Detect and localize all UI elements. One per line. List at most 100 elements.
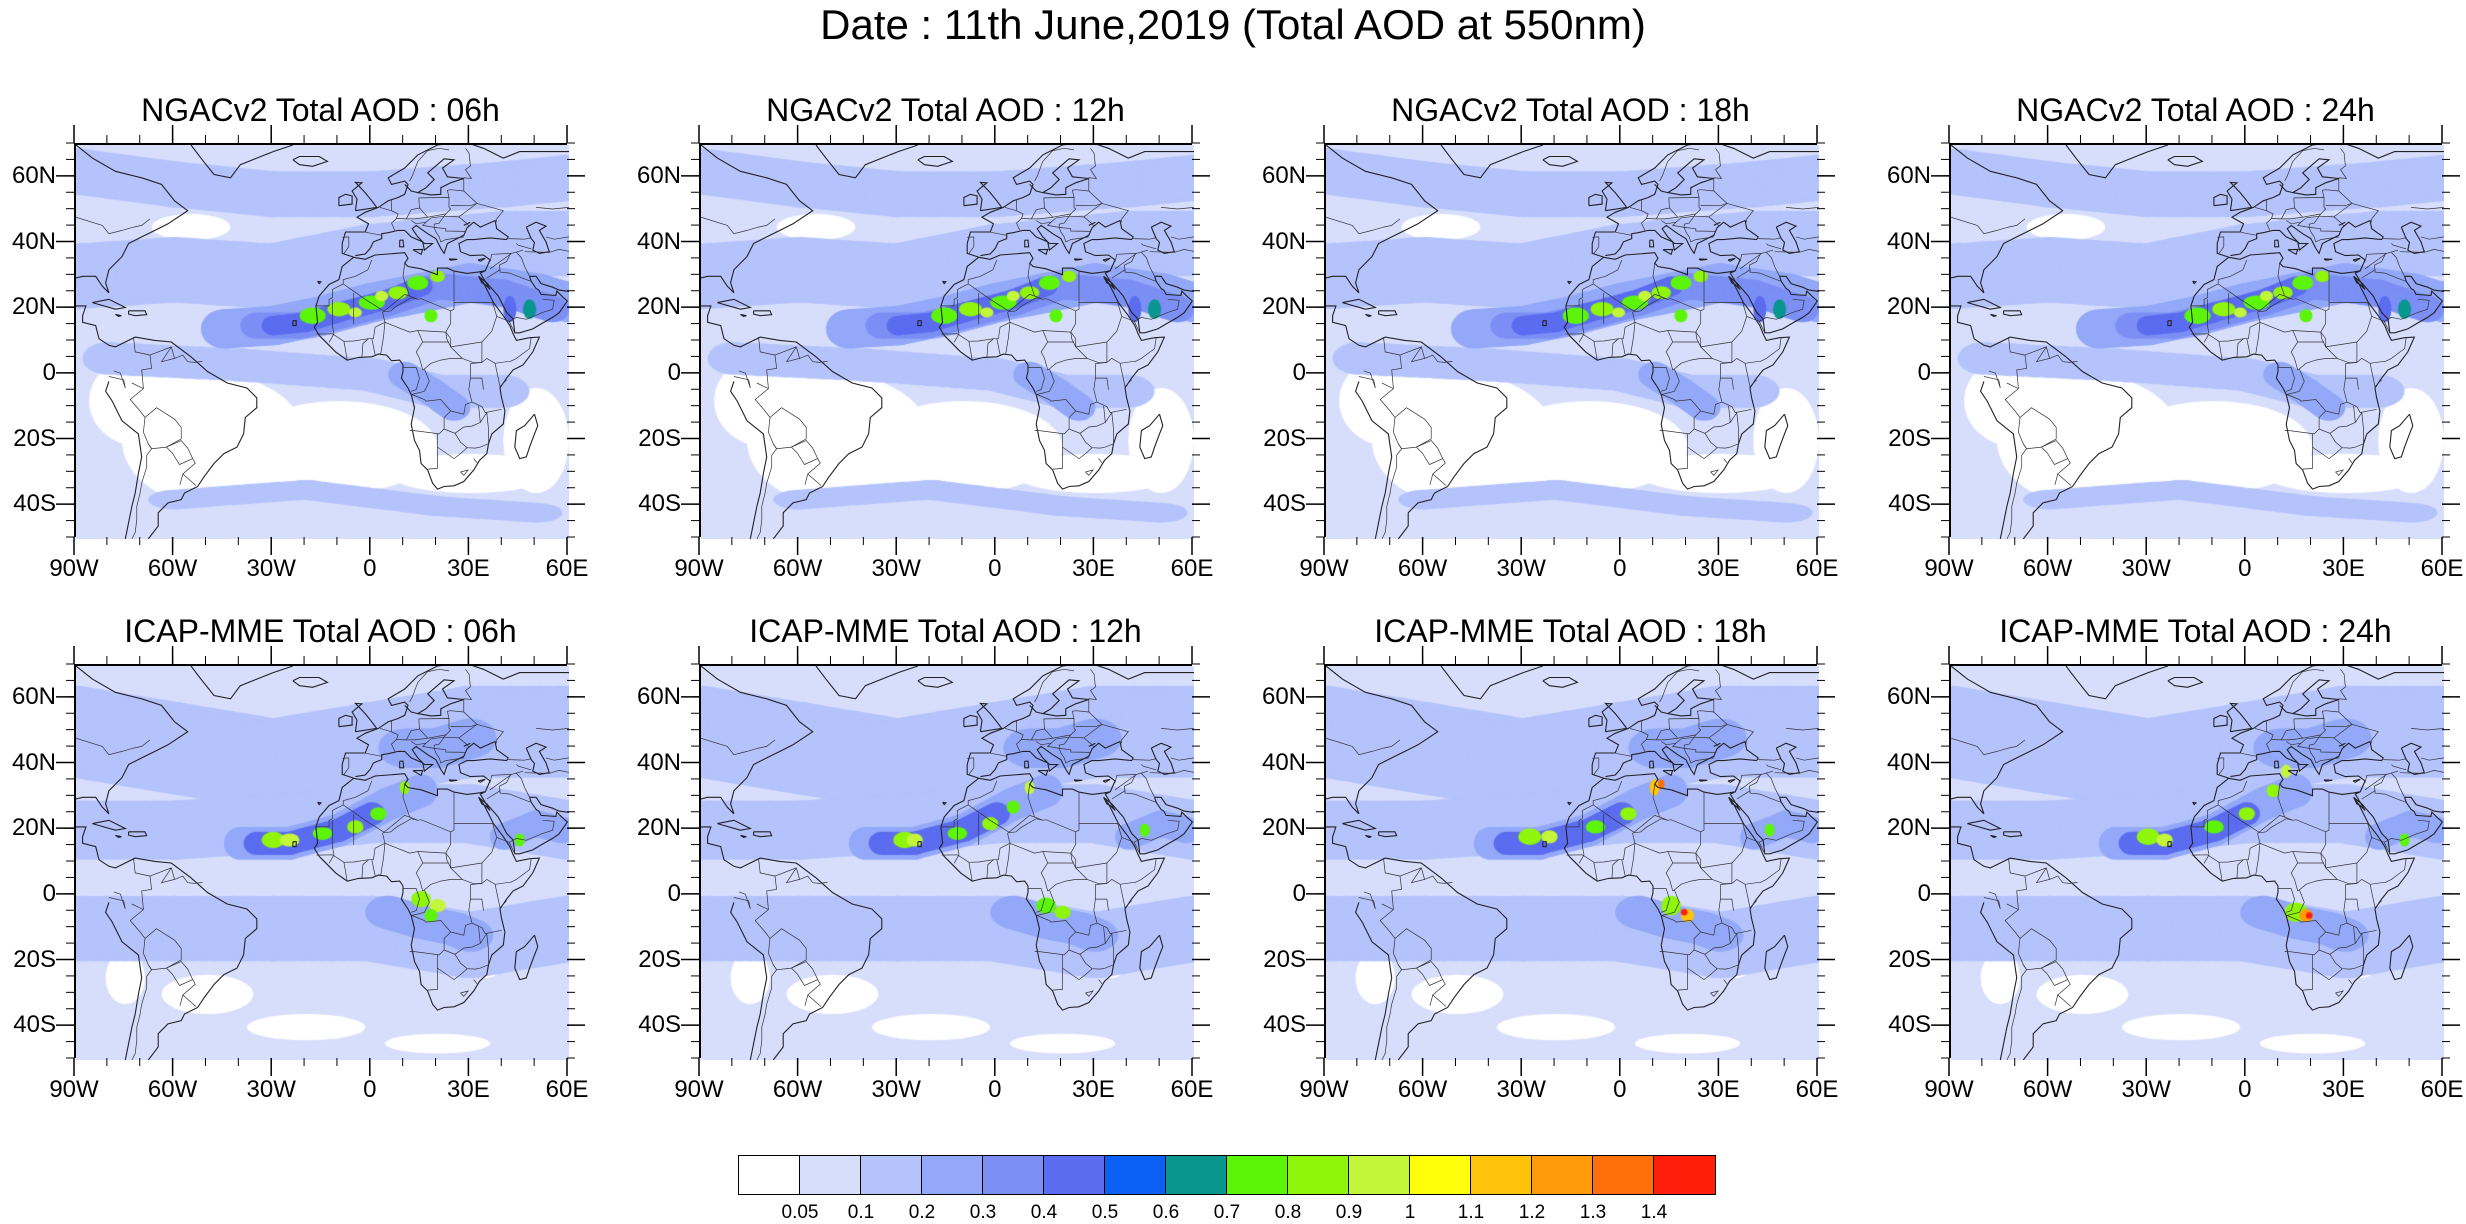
lat-tick-label: 40N <box>1887 751 1931 775</box>
lon-tick-label: 60E <box>546 1078 589 1102</box>
lon-tick-label: 0 <box>988 1078 1001 1102</box>
lon-tick-label: 30W <box>872 557 921 581</box>
lat-tick-label: 60N <box>1262 685 1306 709</box>
lat-tick-label: 0 <box>668 361 681 385</box>
lon-tick-label: 0 <box>2238 1078 2251 1102</box>
lat-tick-label: 40S <box>638 1013 681 1037</box>
lon-tick-label: 90W <box>49 1078 98 1102</box>
colorbar-label: 0.2 <box>909 1202 935 1224</box>
lat-tick-label: 60N <box>12 164 56 188</box>
lon-tick-label: 90W <box>1299 1078 1348 1102</box>
lat-tick-label: 20S <box>13 948 56 972</box>
lon-tick-label: 30W <box>247 557 296 581</box>
lon-tick-label: 30E <box>2322 1078 2365 1102</box>
axis-ticks <box>54 123 587 557</box>
lat-tick-label: 40S <box>638 492 681 516</box>
lon-tick-label: 0 <box>1613 557 1626 581</box>
lat-tick-label: 40N <box>1262 230 1306 254</box>
colorbar-swatch <box>983 1156 1044 1194</box>
lat-tick-label: 60N <box>637 164 681 188</box>
lat-tick-label: 60N <box>637 685 681 709</box>
lon-tick-label: 60W <box>773 557 822 581</box>
lat-tick-label: 0 <box>43 882 56 906</box>
lon-tick-label: 60E <box>1171 557 1214 581</box>
lat-tick-label: 20N <box>1262 295 1306 319</box>
colorbar-swatch <box>1532 1156 1593 1194</box>
colorbar-swatch <box>922 1156 983 1194</box>
colorbar-label: 0.6 <box>1153 1202 1179 1224</box>
lon-tick-label: 60W <box>773 1078 822 1102</box>
colorbar-swatch <box>1288 1156 1349 1194</box>
colorbar-swatch <box>1227 1156 1288 1194</box>
lon-tick-label: 60W <box>148 1078 197 1102</box>
lon-tick-label: 30W <box>2122 1078 2171 1102</box>
lat-tick-label: 40N <box>637 230 681 254</box>
lon-tick-label: 30W <box>872 1078 921 1102</box>
lon-tick-label: 60W <box>1398 557 1447 581</box>
lat-tick-label: 40N <box>637 751 681 775</box>
lon-tick-label: 0 <box>1613 1078 1626 1102</box>
lat-tick-label: 40S <box>13 492 56 516</box>
lat-tick-label: 40S <box>13 1013 56 1037</box>
colorbar-label: 0.3 <box>970 1202 996 1224</box>
lon-tick-label: 60E <box>1796 557 1839 581</box>
lat-tick-label: 40N <box>1887 230 1931 254</box>
colorbar-label: 1.1 <box>1458 1202 1484 1224</box>
lon-tick-label: 60E <box>2421 1078 2464 1102</box>
lon-tick-label: 0 <box>988 557 1001 581</box>
lat-tick-label: 20N <box>1262 816 1306 840</box>
colorbar <box>738 1155 1716 1195</box>
colorbar-swatch <box>1044 1156 1105 1194</box>
colorbar-label: 0.8 <box>1275 1202 1301 1224</box>
lat-tick-label: 0 <box>1293 882 1306 906</box>
lat-tick-label: 20S <box>1888 948 1931 972</box>
lon-tick-label: 30E <box>1072 1078 1115 1102</box>
lat-tick-label: 20N <box>1887 295 1931 319</box>
lat-tick-label: 60N <box>12 685 56 709</box>
lat-tick-label: 20N <box>637 816 681 840</box>
lat-tick-label: 60N <box>1262 164 1306 188</box>
lon-tick-label: 30E <box>1697 1078 1740 1102</box>
colorbar-label: 1.3 <box>1580 1202 1606 1224</box>
lat-tick-label: 20N <box>1887 816 1931 840</box>
axis-ticks <box>1929 644 2462 1078</box>
lat-tick-label: 20S <box>13 427 56 451</box>
colorbar-swatch <box>1654 1156 1715 1194</box>
colorbar-label: 0.4 <box>1031 1202 1057 1224</box>
lon-tick-label: 0 <box>2238 557 2251 581</box>
figure-title: Date : 11th June,2019 (Total AOD at 550n… <box>0 0 2466 50</box>
colorbar-swatch <box>1410 1156 1471 1194</box>
lon-tick-label: 30W <box>2122 557 2171 581</box>
lon-tick-label: 60W <box>1398 1078 1447 1102</box>
lat-tick-label: 40N <box>12 751 56 775</box>
lon-tick-label: 90W <box>674 1078 723 1102</box>
lat-tick-label: 0 <box>1918 361 1931 385</box>
axis-ticks <box>1304 123 1837 557</box>
lat-tick-label: 20S <box>638 427 681 451</box>
lon-tick-label: 60E <box>1171 1078 1214 1102</box>
colorbar-swatch <box>800 1156 861 1194</box>
colorbar-label: 0.9 <box>1336 1202 1362 1224</box>
axis-ticks <box>679 123 1212 557</box>
lat-tick-label: 20N <box>12 816 56 840</box>
lon-tick-label: 30E <box>447 1078 490 1102</box>
colorbar-label: 1.2 <box>1519 1202 1545 1224</box>
lat-tick-label: 40N <box>1262 751 1306 775</box>
colorbar-swatch <box>1166 1156 1227 1194</box>
axis-ticks <box>679 644 1212 1078</box>
lat-tick-label: 0 <box>1918 882 1931 906</box>
colorbar-swatch <box>861 1156 922 1194</box>
colorbar-label: 0.5 <box>1092 1202 1118 1224</box>
lon-tick-label: 30E <box>1072 557 1115 581</box>
lon-tick-label: 60E <box>2421 557 2464 581</box>
colorbar-swatch <box>1593 1156 1654 1194</box>
lon-tick-label: 30W <box>247 1078 296 1102</box>
